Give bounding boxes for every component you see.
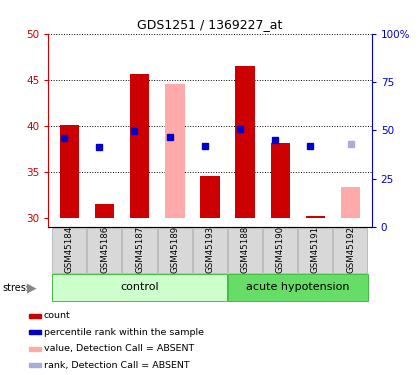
Text: stress: stress xyxy=(2,283,31,293)
Bar xyxy=(228,228,262,273)
Bar xyxy=(130,74,150,217)
Bar xyxy=(236,66,255,218)
Text: count: count xyxy=(44,311,71,320)
Bar xyxy=(29,330,42,334)
Text: ▶: ▶ xyxy=(27,282,36,294)
Bar xyxy=(95,204,114,218)
Text: percentile rank within the sample: percentile rank within the sample xyxy=(44,328,204,337)
Title: GDS1251 / 1369227_at: GDS1251 / 1369227_at xyxy=(137,18,283,31)
Bar xyxy=(29,363,42,367)
Bar xyxy=(341,188,360,218)
Bar xyxy=(52,274,227,302)
Bar xyxy=(200,176,220,218)
Bar xyxy=(306,216,325,217)
Bar xyxy=(29,314,42,318)
Bar xyxy=(165,84,184,218)
Bar xyxy=(52,228,86,273)
Text: acute hypotension: acute hypotension xyxy=(246,282,349,292)
Text: GSM45192: GSM45192 xyxy=(346,226,355,273)
Text: GSM45190: GSM45190 xyxy=(276,226,285,273)
Text: GSM45184: GSM45184 xyxy=(65,226,74,273)
Text: GSM45187: GSM45187 xyxy=(135,226,144,273)
Bar xyxy=(263,228,297,273)
Bar xyxy=(60,125,79,217)
Bar xyxy=(333,228,368,273)
Text: GSM45186: GSM45186 xyxy=(100,226,109,273)
Text: GSM45193: GSM45193 xyxy=(205,226,215,273)
Bar xyxy=(228,274,368,302)
Bar xyxy=(298,228,332,273)
Text: GSM45191: GSM45191 xyxy=(311,226,320,273)
Bar xyxy=(29,346,42,351)
Bar xyxy=(123,228,157,273)
Bar xyxy=(193,228,227,273)
Text: GSM45189: GSM45189 xyxy=(171,226,179,273)
Bar xyxy=(270,143,290,218)
Text: control: control xyxy=(121,282,159,292)
Text: GSM45188: GSM45188 xyxy=(241,226,249,273)
Text: rank, Detection Call = ABSENT: rank, Detection Call = ABSENT xyxy=(44,360,189,369)
Bar xyxy=(158,228,192,273)
Bar xyxy=(87,228,121,273)
Text: value, Detection Call = ABSENT: value, Detection Call = ABSENT xyxy=(44,344,194,353)
